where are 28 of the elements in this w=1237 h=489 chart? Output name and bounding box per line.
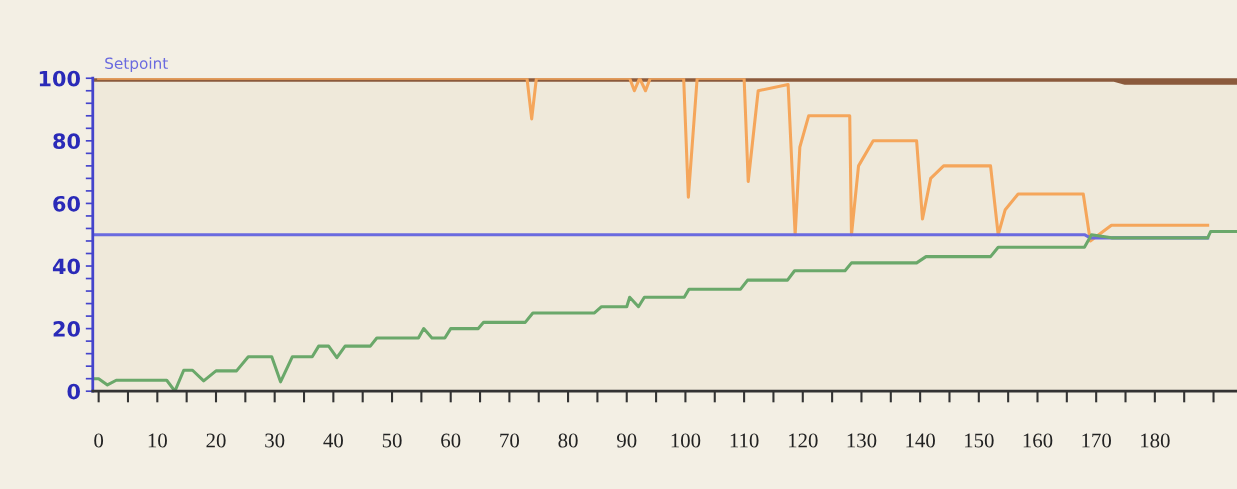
- x-tick-label: 170: [1082, 433, 1111, 448]
- x-tick-label: 60: [441, 433, 461, 448]
- y-tick-label: 40: [52, 258, 80, 275]
- x-tick-label: 110: [730, 433, 759, 448]
- y-tick-label: 100: [39, 70, 80, 87]
- x-tick-label: 180: [1141, 433, 1170, 448]
- x-tick-label: 90: [617, 433, 637, 448]
- line-series: [97, 78, 1210, 243]
- x-tick-label: 20: [206, 433, 226, 448]
- y-tick-label: 60: [53, 195, 80, 212]
- line-series: [92, 230, 1237, 392]
- y-tick-label: 20: [53, 321, 80, 337]
- x-tick-label: 150: [965, 433, 994, 448]
- x-tick-label: 50: [382, 433, 402, 448]
- x-tick-label: 130: [847, 433, 877, 448]
- x-tick-label: 70: [500, 433, 520, 448]
- x-tick-label: 40: [323, 433, 343, 448]
- text: Setpoint: [105, 57, 168, 72]
- x-tick-label: 10: [148, 433, 167, 448]
- x-tick-label: 80: [558, 433, 578, 448]
- x-tick-label: 0: [94, 433, 104, 448]
- x-tick-label: 140: [906, 433, 935, 448]
- x-tick-label: 160: [1023, 433, 1053, 448]
- y-tick-label: 0: [67, 383, 80, 400]
- x-tick-label: 120: [788, 433, 818, 448]
- y-tick-label: 80: [53, 133, 80, 150]
- x-tick-label: 30: [265, 433, 285, 448]
- x-tick-label: 100: [671, 433, 701, 448]
